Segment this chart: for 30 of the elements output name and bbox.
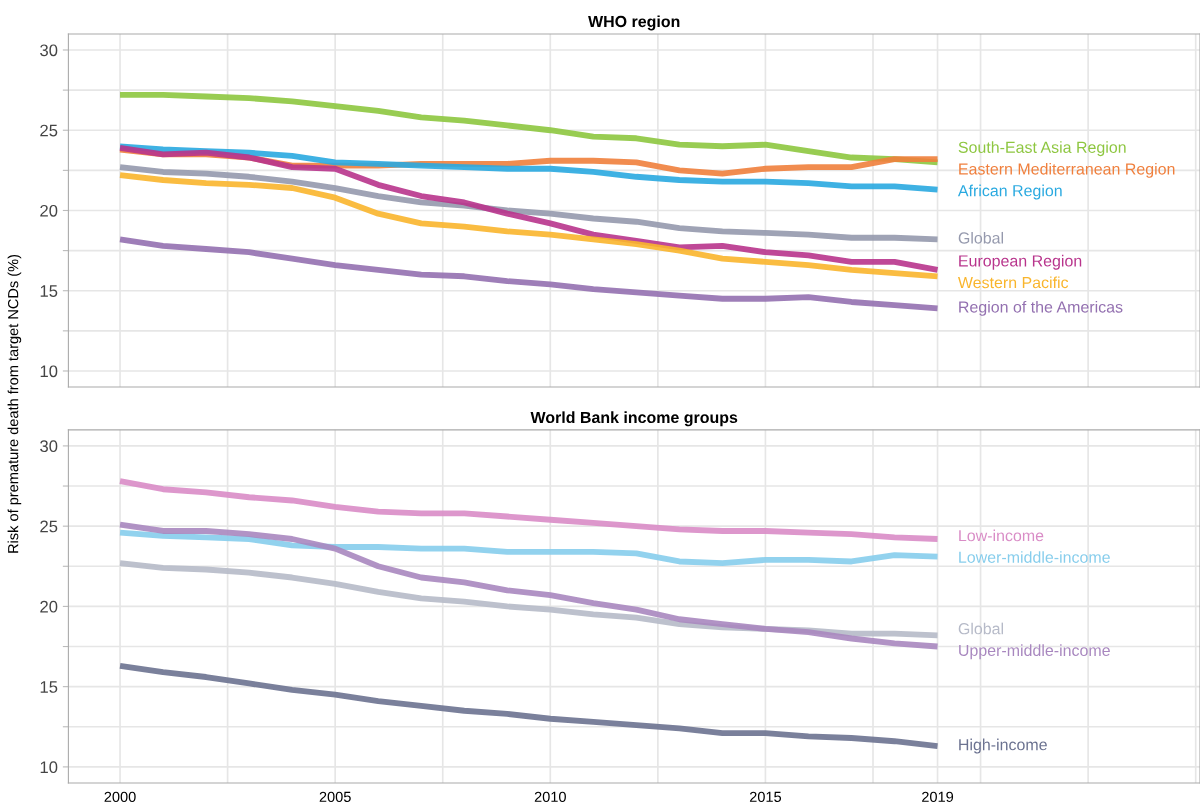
series-label: High-income <box>959 738 1047 754</box>
y-tick-label: 20 <box>40 204 58 217</box>
series-label: Eastern Mediterranean Region <box>959 162 1175 178</box>
y-tick-label: 10 <box>40 761 58 774</box>
series-label: African Region <box>957 184 1062 200</box>
series-label: Region of the Americas <box>959 300 1123 316</box>
x-tick-label: 2019 <box>922 791 954 802</box>
y-tick-label: 20 <box>40 600 58 613</box>
y-tick-label: 25 <box>40 520 58 533</box>
series-label: Western Pacific <box>957 276 1069 289</box>
series-label: South-East Asia Region <box>958 141 1126 157</box>
x-tick-label: 2010 <box>534 791 566 802</box>
series-label: European Region <box>959 254 1082 270</box>
series-label: Upper-middle-income <box>959 644 1110 660</box>
y-tick-label: 15 <box>40 285 58 297</box>
x-tick-label: 2005 <box>319 791 351 802</box>
y-tick-label: 15 <box>40 681 58 693</box>
series-label: Lower-middle-income <box>959 551 1110 563</box>
x-tick-label: 2015 <box>749 791 782 802</box>
y-tick-label: 30 <box>40 440 58 453</box>
y-tick-label: 30 <box>40 44 58 57</box>
y-axis-title: Risk of premature death from target NCDs (%) <box>7 254 22 553</box>
chart-title: World Bank income groups <box>530 411 738 427</box>
series-label: Low-income <box>959 529 1044 542</box>
chart-title: WHO region <box>588 15 680 31</box>
y-tick-label: 25 <box>40 124 58 137</box>
series-label: Global <box>958 622 1004 635</box>
x-tick-label: 2000 <box>104 791 136 802</box>
y-tick-label: 10 <box>40 365 58 378</box>
series-label: Global <box>958 231 1004 244</box>
